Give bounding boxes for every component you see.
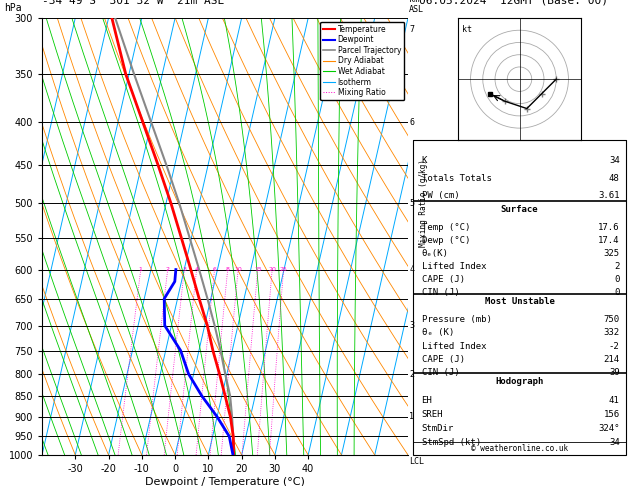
Text: 1: 1 (409, 412, 415, 421)
Text: 25: 25 (280, 267, 287, 272)
Bar (413, 373, 626, 442)
Text: StmDir: StmDir (421, 424, 454, 433)
Text: StmSpd (kt): StmSpd (kt) (421, 438, 481, 447)
Text: 332: 332 (603, 329, 620, 337)
Text: 6: 6 (213, 267, 216, 272)
Text: CIN (J): CIN (J) (421, 288, 459, 297)
Text: 34: 34 (609, 438, 620, 447)
Text: 48: 48 (609, 174, 620, 183)
Text: LCL: LCL (409, 457, 424, 467)
Text: 3.61: 3.61 (598, 191, 620, 200)
Text: 2: 2 (409, 369, 415, 379)
Bar (413, 140, 626, 200)
Text: θₑ(K): θₑ(K) (421, 249, 448, 258)
Text: kt: kt (462, 25, 472, 35)
Text: CAPE (J): CAPE (J) (421, 275, 465, 284)
Text: 10: 10 (234, 267, 242, 272)
Text: 5: 5 (409, 199, 415, 208)
Text: Most Unstable: Most Unstable (484, 297, 554, 306)
Bar (413, 201, 626, 293)
Text: K: K (421, 156, 427, 165)
Text: 6: 6 (409, 118, 415, 127)
Text: 1: 1 (139, 267, 143, 272)
Text: Surface: Surface (501, 205, 538, 214)
Text: 41: 41 (609, 397, 620, 405)
Text: CIN (J): CIN (J) (421, 368, 459, 377)
Text: Totals Totals: Totals Totals (421, 174, 491, 183)
X-axis label: Dewpoint / Temperature (°C): Dewpoint / Temperature (°C) (145, 477, 305, 486)
Text: 0: 0 (615, 288, 620, 297)
Text: EH: EH (421, 397, 432, 405)
Legend: Temperature, Dewpoint, Parcel Trajectory, Dry Adiabat, Wet Adiabat, Isotherm, Mi: Temperature, Dewpoint, Parcel Trajectory… (320, 22, 404, 100)
Text: θₑ (K): θₑ (K) (421, 329, 454, 337)
Text: 3: 3 (409, 321, 415, 330)
Text: 325: 325 (603, 249, 620, 258)
Text: hPa: hPa (4, 3, 22, 13)
Text: Pressure (mb): Pressure (mb) (421, 315, 491, 324)
Text: km
ASL: km ASL (409, 0, 424, 14)
Text: © weatheronline.co.uk: © weatheronline.co.uk (471, 444, 568, 453)
Text: 15: 15 (254, 267, 262, 272)
Text: 156: 156 (603, 410, 620, 419)
Text: Lifted Index: Lifted Index (421, 262, 486, 271)
Text: 324°: 324° (598, 424, 620, 433)
Text: 2: 2 (165, 267, 170, 272)
Text: 17.6: 17.6 (598, 223, 620, 232)
Text: Dewp (°C): Dewp (°C) (421, 236, 470, 245)
Text: 4: 4 (194, 267, 199, 272)
Text: Mixing Ratio (g/kg): Mixing Ratio (g/kg) (420, 159, 428, 247)
Bar (413, 294, 626, 372)
Text: Lifted Index: Lifted Index (421, 342, 486, 350)
Text: SREH: SREH (421, 410, 443, 419)
Text: 17.4: 17.4 (598, 236, 620, 245)
Text: Temp (°C): Temp (°C) (421, 223, 470, 232)
Text: 7: 7 (409, 25, 415, 35)
Text: 34: 34 (609, 156, 620, 165)
Text: 2: 2 (615, 262, 620, 271)
Text: 750: 750 (603, 315, 620, 324)
Text: 20: 20 (268, 267, 276, 272)
Text: 3: 3 (182, 267, 186, 272)
Text: 4: 4 (409, 265, 415, 274)
Text: PW (cm): PW (cm) (421, 191, 459, 200)
Text: 8: 8 (226, 267, 230, 272)
Text: Hodograph: Hodograph (495, 377, 543, 385)
Text: -2: -2 (609, 342, 620, 350)
Text: CAPE (J): CAPE (J) (421, 355, 465, 364)
Text: -34°49'S  301°32'W  21m ASL: -34°49'S 301°32'W 21m ASL (42, 0, 225, 6)
Text: 214: 214 (603, 355, 620, 364)
Text: 0: 0 (615, 275, 620, 284)
Text: 39: 39 (609, 368, 620, 377)
Text: 06.05.2024  12GMT (Base: 00): 06.05.2024 12GMT (Base: 00) (420, 0, 608, 6)
